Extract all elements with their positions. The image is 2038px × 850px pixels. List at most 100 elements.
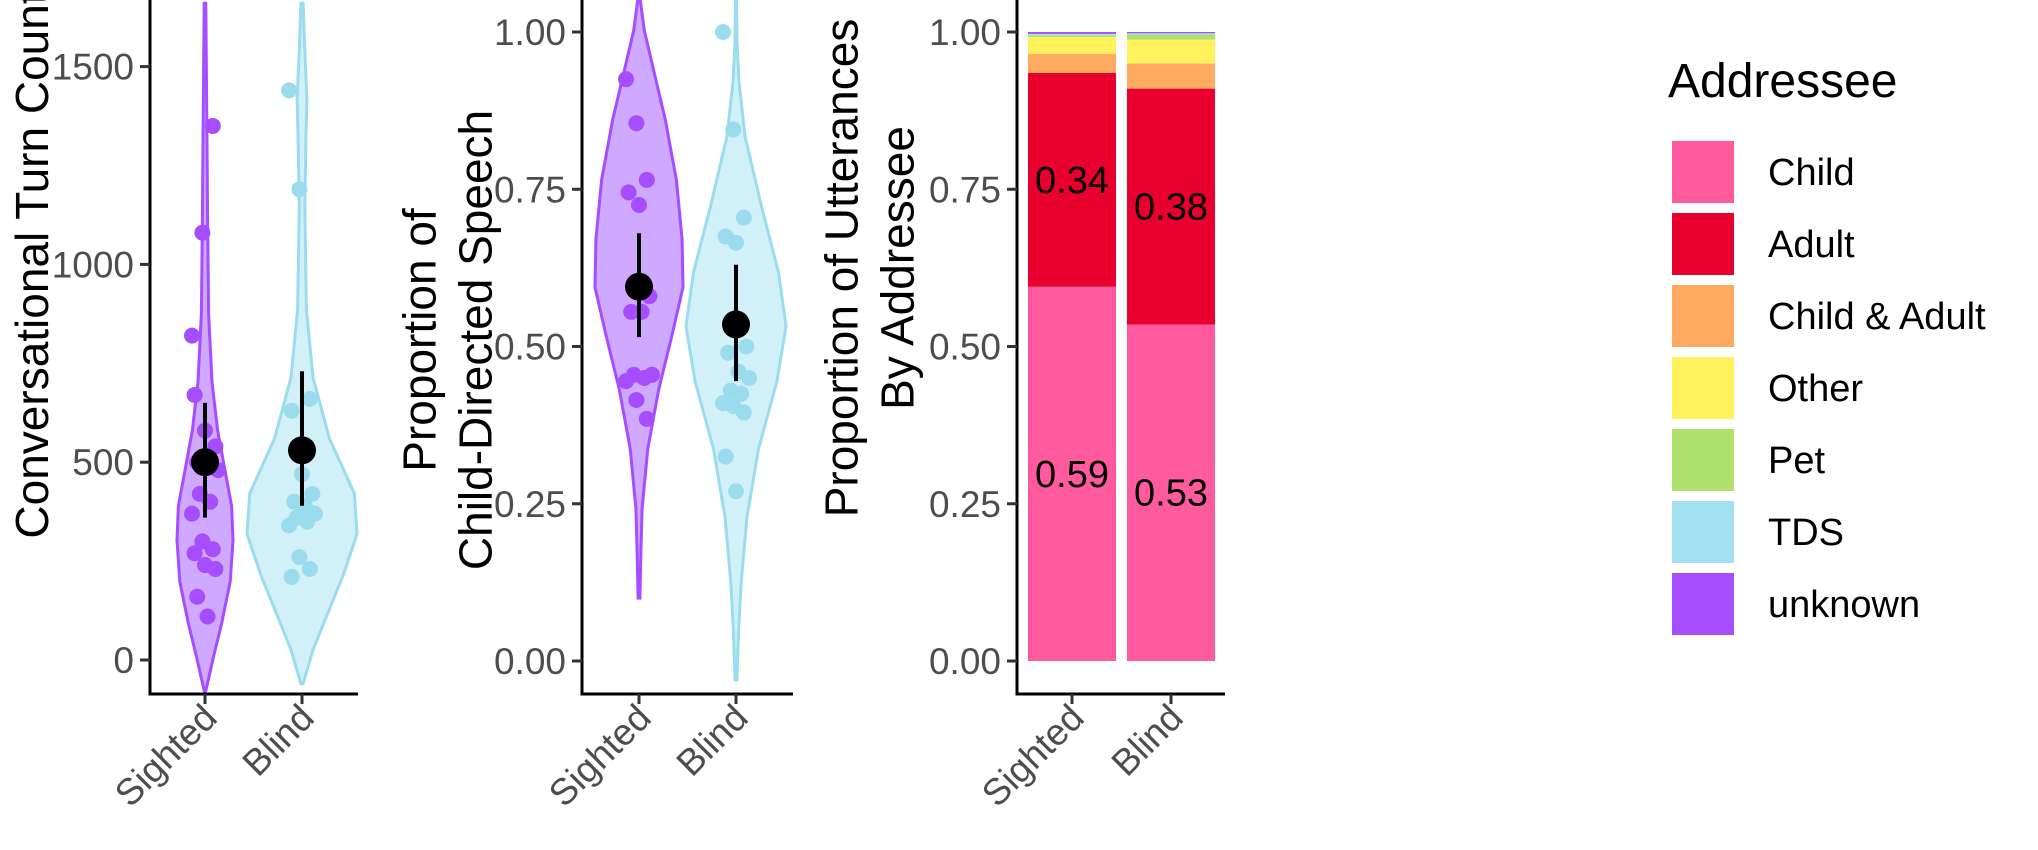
- bar-segment-other: [1028, 37, 1116, 55]
- x-tick-label: Sighted: [541, 697, 659, 815]
- legend-swatch: [1670, 571, 1736, 637]
- y-axis-title-line: Conversational Turn Count: [6, 0, 58, 539]
- legend-swatch: [1670, 427, 1736, 493]
- y-tick-label: 1.00: [494, 12, 566, 53]
- y-tick-label: 0.25: [929, 484, 1001, 525]
- data-point: [717, 448, 734, 465]
- bar-segment-unknown: [1127, 32, 1215, 34]
- data-point: [631, 196, 647, 213]
- legend-label: TDS: [1768, 512, 1844, 554]
- y-tick-label: 0.75: [929, 169, 1001, 210]
- data-point: [738, 338, 755, 355]
- bar-segment-child: [1028, 286, 1116, 661]
- bar-value-label: 0.59: [1035, 454, 1109, 496]
- data-point: [283, 402, 300, 419]
- data-point: [735, 404, 752, 421]
- data-point: [301, 390, 318, 407]
- y-tick-label: 0.75: [494, 169, 566, 210]
- mean-point: [722, 310, 750, 339]
- legend-swatch: [1670, 283, 1736, 349]
- data-point: [725, 121, 742, 138]
- y-axis-title: Proportion of UtterancesBy Addressee: [815, 19, 923, 518]
- legend-label: unknown: [1768, 584, 1920, 626]
- y-tick-label: 0: [113, 640, 134, 681]
- bar-value-label: 0.34: [1035, 160, 1109, 202]
- y-axis-title-line: Proportion of: [393, 208, 445, 472]
- data-point: [184, 327, 200, 344]
- legend-swatch: [1670, 211, 1736, 277]
- data-point: [204, 117, 221, 134]
- data-point: [741, 369, 757, 386]
- data-point: [207, 561, 224, 578]
- data-point: [186, 545, 203, 562]
- bar-segment-child: [1127, 324, 1215, 661]
- data-point: [184, 505, 200, 522]
- data-point: [715, 24, 731, 40]
- data-point: [291, 181, 308, 198]
- data-point: [304, 485, 321, 502]
- x-tick-label: Sighted: [974, 697, 1092, 815]
- data-point: [628, 115, 645, 132]
- bar-segment-pet: [1028, 35, 1116, 38]
- legend-label: Child: [1768, 152, 1855, 194]
- y-tick-label: 0.25: [494, 484, 566, 525]
- y-tick-label: 0.00: [494, 641, 566, 682]
- bar-segment-child-adult: [1028, 54, 1116, 73]
- legend-label: Other: [1768, 368, 1863, 410]
- data-point: [299, 513, 316, 530]
- y-tick-label: 1.00: [929, 12, 1001, 53]
- y-axis-title: Conversational Turn Count: [6, 0, 58, 539]
- data-point: [189, 588, 206, 605]
- data-point: [618, 373, 634, 390]
- bar-segment-other: [1127, 39, 1215, 64]
- mean-point: [288, 436, 316, 465]
- data-point: [636, 369, 653, 386]
- x-tick-label: Blind: [234, 697, 321, 784]
- violin-sighted: [175, 1, 235, 694]
- y-tick-label: 0.00: [929, 641, 1001, 682]
- y-axis-title-line: Proportion of Utterances: [815, 19, 867, 518]
- data-point: [735, 209, 752, 226]
- x-tick-label: Blind: [668, 697, 755, 784]
- bar-segment-pet: [1127, 34, 1215, 40]
- data-point: [291, 549, 308, 566]
- legend-swatch: [1670, 355, 1736, 421]
- data-point: [301, 561, 318, 578]
- bar-segment-tds: [1028, 33, 1116, 36]
- mean-point: [191, 448, 219, 477]
- x-tick-label: Sighted: [107, 697, 225, 815]
- bar-value-label: 0.38: [1134, 187, 1208, 229]
- data-point: [620, 184, 637, 201]
- bar-segment-unknown: [1028, 32, 1116, 34]
- data-point: [638, 171, 655, 188]
- bar-segment-child-adult: [1127, 63, 1215, 89]
- data-point: [281, 517, 297, 534]
- violin-blind: [245, 1, 359, 686]
- legend-label: Adult: [1768, 224, 1855, 266]
- data-point: [733, 385, 750, 402]
- legend-title: Addressee: [1668, 55, 1897, 108]
- bar-segment-adult: [1028, 72, 1116, 287]
- data-point: [628, 391, 645, 408]
- legend-swatch: [1670, 139, 1736, 205]
- legend-swatch: [1670, 499, 1736, 565]
- x-tick-label: Blind: [1103, 697, 1190, 784]
- data-point: [720, 344, 737, 361]
- bar-segment-adult: [1127, 88, 1215, 325]
- data-point: [186, 386, 203, 403]
- legend-label: Pet: [1768, 440, 1825, 482]
- y-tick-label: 0.50: [929, 327, 1001, 368]
- y-tick-label: 0.50: [494, 327, 566, 368]
- data-point: [283, 568, 300, 585]
- y-axis-title-line: Child-Directed Speech: [450, 110, 502, 570]
- data-point: [728, 483, 744, 500]
- data-point: [633, 303, 650, 320]
- mean-point: [625, 272, 653, 301]
- y-tick-label: 500: [72, 442, 134, 483]
- data-point: [281, 82, 297, 99]
- data-point: [618, 71, 634, 88]
- y-tick-label: 1500: [52, 47, 134, 88]
- bar-segment-tds: [1127, 33, 1215, 35]
- legend-label: Child & Adult: [1768, 296, 1986, 338]
